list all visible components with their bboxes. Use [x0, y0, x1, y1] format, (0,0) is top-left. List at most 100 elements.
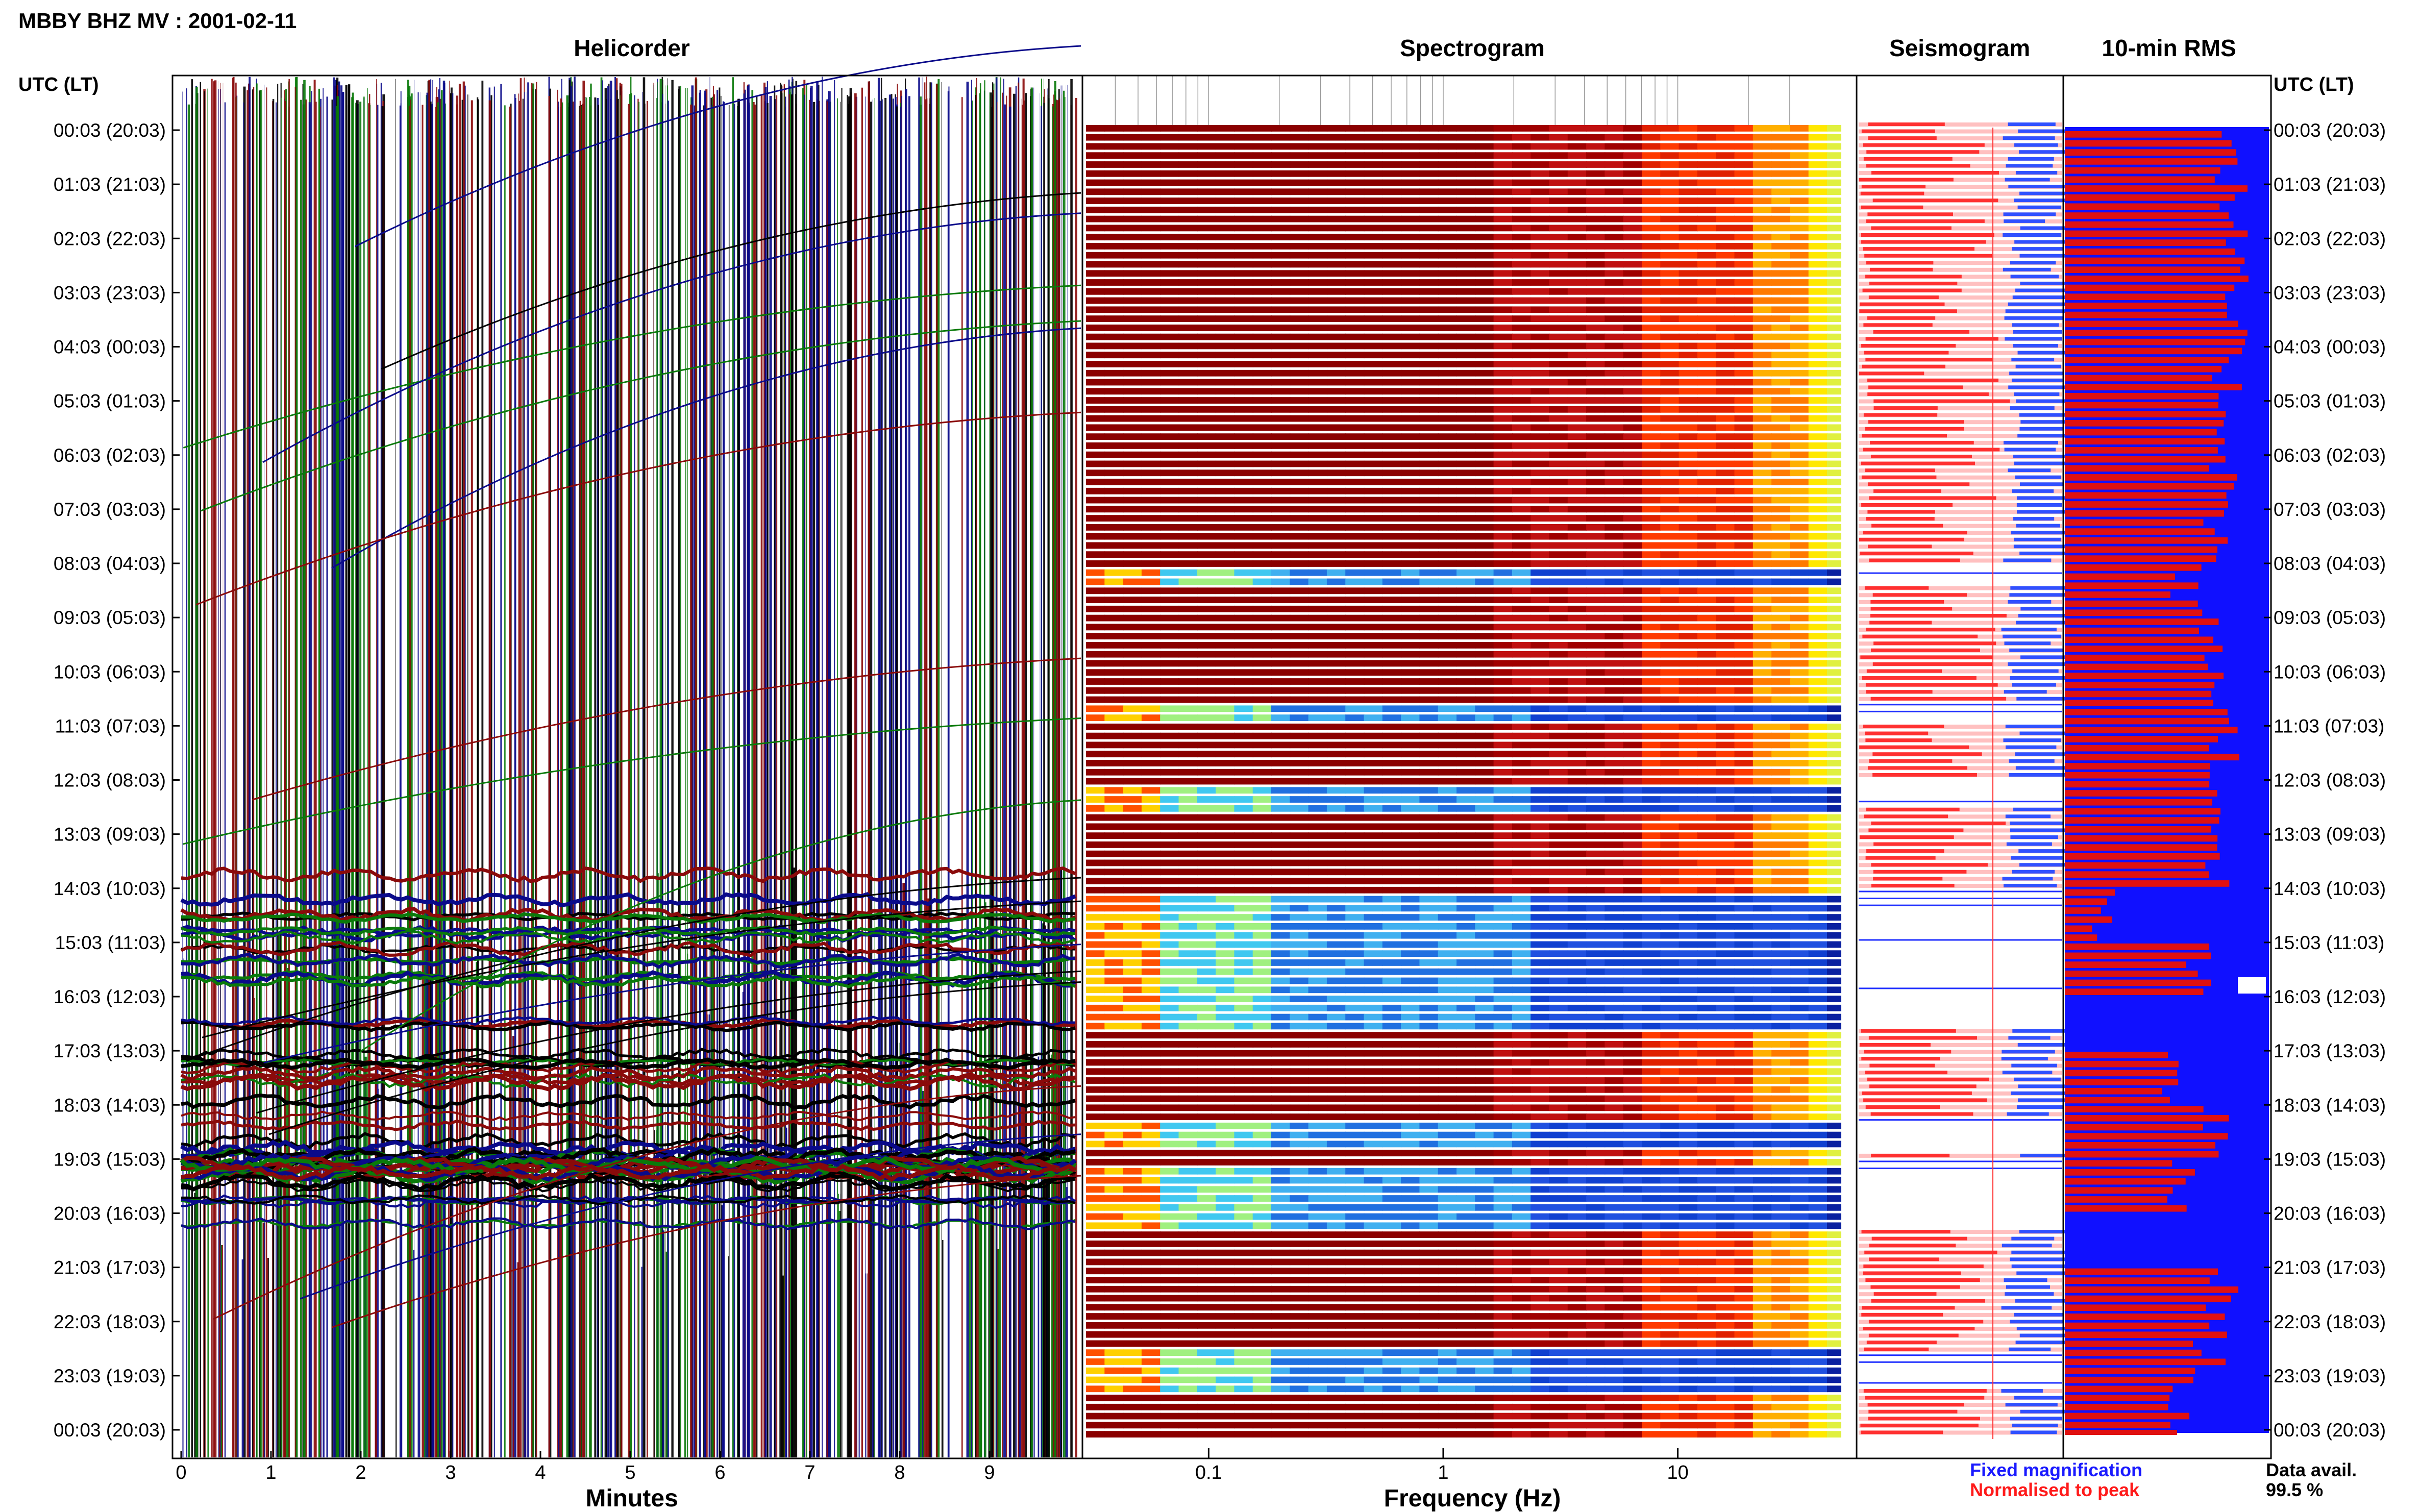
spectrogram-cell: [1716, 451, 1735, 458]
spectrogram-cell: [1160, 288, 1179, 295]
spectrogram-cell: [1457, 569, 1476, 576]
spectrogram-cell: [1605, 923, 1624, 930]
spectrogram-cell: [1827, 506, 1841, 513]
spectrogram-cell: [1401, 152, 1420, 159]
spectrogram-cell: [1216, 850, 1235, 857]
spectrogram-cell: [1697, 342, 1717, 350]
spectrogram-cell: [1605, 696, 1624, 703]
spectrogram-cell: [1623, 243, 1642, 250]
spectrogram-cell: [1438, 551, 1457, 558]
spectrogram-cell: [1605, 261, 1624, 268]
spectrogram-cell: [1716, 950, 1735, 957]
spectrogram-cell: [1252, 1068, 1272, 1075]
spectrogram-cell: [1141, 1050, 1161, 1057]
spectrogram-cell: [1716, 342, 1735, 350]
spectrogram-cell: [1679, 959, 1698, 966]
spectrogram-cell: [1549, 787, 1568, 794]
spectrogram-cell: [1493, 415, 1513, 422]
spectrogram-cell: [1716, 442, 1735, 449]
spectrogram-cell: [1827, 369, 1841, 377]
spectrogram-cell: [1790, 878, 1809, 884]
spectrogram-cell: [1475, 369, 1494, 377]
spectrogram-cell: [1808, 614, 1828, 622]
spectrogram-cell: [1567, 252, 1587, 259]
spectrogram-cell: [1827, 923, 1841, 930]
spectrogram-cell: [1401, 342, 1420, 350]
spectrogram-cell: [1531, 633, 1550, 640]
spectrogram-cell: [1512, 170, 1532, 177]
spectrogram-cell: [1197, 125, 1217, 132]
spectrogram-cell: [1734, 723, 1754, 730]
spectrogram-cell: [1438, 760, 1457, 766]
spectrogram-cell: [1271, 823, 1291, 830]
spectrogram-cell: [1752, 723, 1772, 730]
spectrogram-cell: [1771, 152, 1791, 159]
spectrogram-cell: [1271, 660, 1291, 667]
spectrogram-cell: [1345, 914, 1365, 921]
spectrogram-cell: [1438, 533, 1457, 540]
spectrogram-cell: [1197, 306, 1217, 313]
spectrogram-cell: [1642, 732, 1661, 739]
spectrogram-cell: [1197, 669, 1217, 676]
spectrogram-cell: [1271, 451, 1291, 458]
spectrogram-cell: [1531, 333, 1550, 340]
spectrogram-cell: [1752, 288, 1772, 295]
spectrogram-cell: [1160, 415, 1179, 422]
spectrogram-cell: [1531, 850, 1550, 857]
spectrogram-cell: [1531, 179, 1550, 186]
spectrogram-cell: [1790, 769, 1809, 776]
spectrogram-cell: [1660, 188, 1680, 195]
spectrogram-cell: [1586, 905, 1606, 912]
spectrogram-cell: [1771, 433, 1791, 440]
spectrogram-cell: [1364, 696, 1383, 703]
spectrogram-cell: [1660, 996, 1680, 1002]
spectrogram-cell: [1160, 950, 1179, 957]
spectrogram-cell: [1290, 705, 1309, 712]
spectrogram-cell: [1642, 687, 1661, 694]
spectrogram-cell: [1623, 497, 1642, 504]
spectrogram-cell: [1086, 497, 1105, 504]
spectrogram-cell: [1679, 905, 1698, 912]
spectrogram-cell: [1382, 506, 1402, 513]
spectrogram-cell: [1827, 188, 1841, 195]
spectrogram-cell: [1290, 451, 1309, 458]
spectrogram-cell: [1752, 587, 1772, 594]
spectrogram-cell: [1549, 886, 1568, 894]
spectrogram-cell: [1252, 996, 1272, 1002]
spectrogram-cell: [1234, 143, 1253, 150]
spectrogram-cell: [1623, 878, 1642, 884]
spectrogram-cell: [1234, 696, 1253, 703]
spectrogram-cell: [1716, 460, 1735, 467]
spectrogram-cell: [1697, 125, 1717, 132]
spectrogram-cell: [1216, 315, 1235, 323]
spectrogram-cell: [1771, 1059, 1791, 1066]
spectrogram-cell: [1808, 778, 1828, 785]
spectrogram-cell: [1308, 796, 1327, 803]
spectrogram-cell: [1679, 515, 1698, 522]
spectrogram-cell: [1252, 1023, 1272, 1030]
spectrogram-cell: [1623, 533, 1642, 540]
spectrogram-cell: [1104, 841, 1124, 848]
spectrogram-cell: [1308, 424, 1327, 431]
spectrogram-cell: [1475, 125, 1494, 132]
spectrogram-cell: [1623, 651, 1642, 658]
spectrogram-cell: [1234, 152, 1253, 159]
spectrogram-cell: [1401, 687, 1420, 694]
spectrogram-cell: [1438, 741, 1457, 749]
spectrogram-cell: [1549, 896, 1568, 903]
spectrogram-cell: [1642, 197, 1661, 204]
spectrogram-cell: [1178, 923, 1198, 930]
spectrogram-cell: [1493, 315, 1513, 323]
spectrogram-cell: [1752, 977, 1772, 984]
spectrogram-cell: [1401, 497, 1420, 504]
spectrogram-cell: [1679, 914, 1698, 921]
spectrogram-cell: [1308, 905, 1327, 912]
spectrogram-cell: [1660, 324, 1680, 331]
spectrogram-cell: [1271, 333, 1291, 340]
spectrogram-cell: [1123, 1041, 1142, 1048]
spectrogram-cell: [1290, 315, 1309, 323]
spectrogram-cell: [1308, 760, 1327, 766]
spectrogram-cell: [1234, 288, 1253, 295]
spectrogram-cell: [1345, 369, 1365, 377]
spectrogram-cell: [1586, 723, 1606, 730]
